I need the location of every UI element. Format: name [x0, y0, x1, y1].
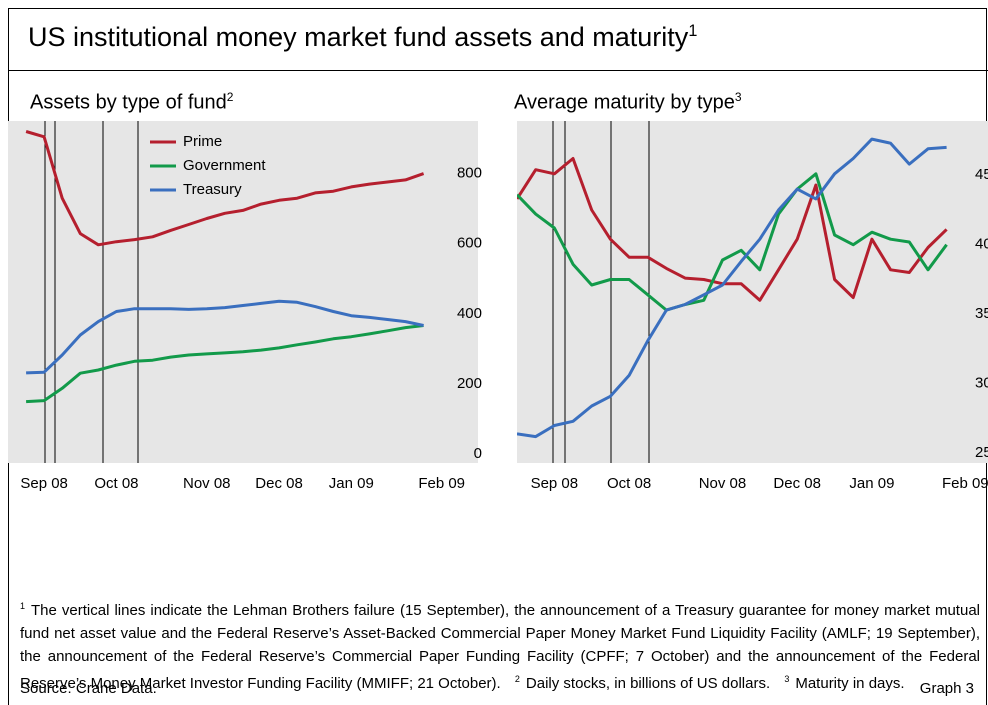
footnote-marker: 3: [784, 674, 790, 684]
x-tick-label: Jan 09: [849, 475, 894, 492]
subtitle-text: Assets by type of fund: [30, 91, 227, 114]
subtitle: Average maturity by type3: [514, 90, 742, 115]
title-note: 1: [688, 22, 698, 40]
y-tick-label: 200: [457, 375, 482, 392]
x-tick-label: Oct 08: [607, 475, 651, 492]
footnote-marker: 2: [514, 674, 520, 684]
series-line: [517, 137, 947, 439]
x-tick-label: Dec 08: [255, 475, 303, 492]
chart-right: [517, 137, 948, 439]
y-tick-label: 30: [975, 375, 988, 392]
x-tick-label: Feb 09: [942, 475, 988, 492]
charts: 0 200 400 600 800 Sep 08 Oct 08 Nov 08 Dec 08 Jan…: [8, 121, 988, 492]
series-line: [26, 299, 424, 375]
x-tick-label: Sep 08: [531, 475, 579, 492]
legend-label: Government: [183, 157, 266, 174]
legend-label: Prime: [183, 133, 222, 150]
x-tick-label: Sep 08: [20, 475, 68, 492]
y-tick-label: 40: [975, 236, 988, 253]
legend-label: Treasury: [183, 181, 242, 198]
title-rule: [8, 70, 988, 71]
plot-background: [8, 121, 478, 463]
subtitle-text: Average maturity by type: [514, 91, 735, 114]
series-line: [517, 172, 948, 312]
footnote-marker: 1: [20, 601, 26, 611]
footnote-text: The vertical lines indicate the Lehman B…: [20, 602, 980, 692]
x-tick-label: Oct 08: [94, 475, 138, 492]
y-tick-label: 0: [474, 445, 482, 462]
title-text: US institutional money market fund asset…: [28, 22, 689, 52]
series-line: [26, 324, 424, 404]
subtitle-note: 3: [734, 90, 742, 104]
subtitle-note: 2: [226, 90, 234, 104]
x-tick-label: Feb 09: [418, 475, 465, 492]
x-tick-label: Nov 08: [699, 475, 747, 492]
x-tick-label: Nov 08: [183, 475, 231, 492]
y-tick-label: 400: [457, 305, 482, 322]
y-tick-label: 600: [457, 235, 482, 252]
y-tick-label: 45: [975, 166, 988, 183]
y-tick-label: 35: [975, 305, 988, 322]
y-tick-label: 25: [975, 444, 988, 461]
graph-label: Graph 3: [919, 680, 974, 697]
series-line: [517, 157, 948, 302]
figure-title: US institutional money market fund asset…: [28, 22, 697, 53]
chart-right-labels: 25 30 35 40 45 Sep 08 Oct 08 Nov 08 Dec 08 Jan 09…: [531, 166, 988, 492]
footnotes: 1 The vertical lines indicate the Lehman …: [20, 595, 980, 695]
source: Source: Crane Data.: [20, 680, 157, 697]
event-lines: [44, 121, 650, 463]
y-tick-label: 800: [457, 165, 482, 182]
series-line: [25, 130, 425, 247]
x-tick-label: Dec 08: [773, 475, 821, 492]
footnote-text: Daily stocks, in billions of US dollars.: [525, 675, 771, 692]
footnote-text: Maturity in days.: [795, 675, 905, 692]
x-tick-label: Jan 09: [329, 475, 374, 492]
chart-left: 0 200 400 600 800 Sep 08 Oct 08 Nov 08 Dec 08 Jan…: [20, 130, 482, 492]
subtitle: Assets by type of fund2: [30, 90, 233, 115]
